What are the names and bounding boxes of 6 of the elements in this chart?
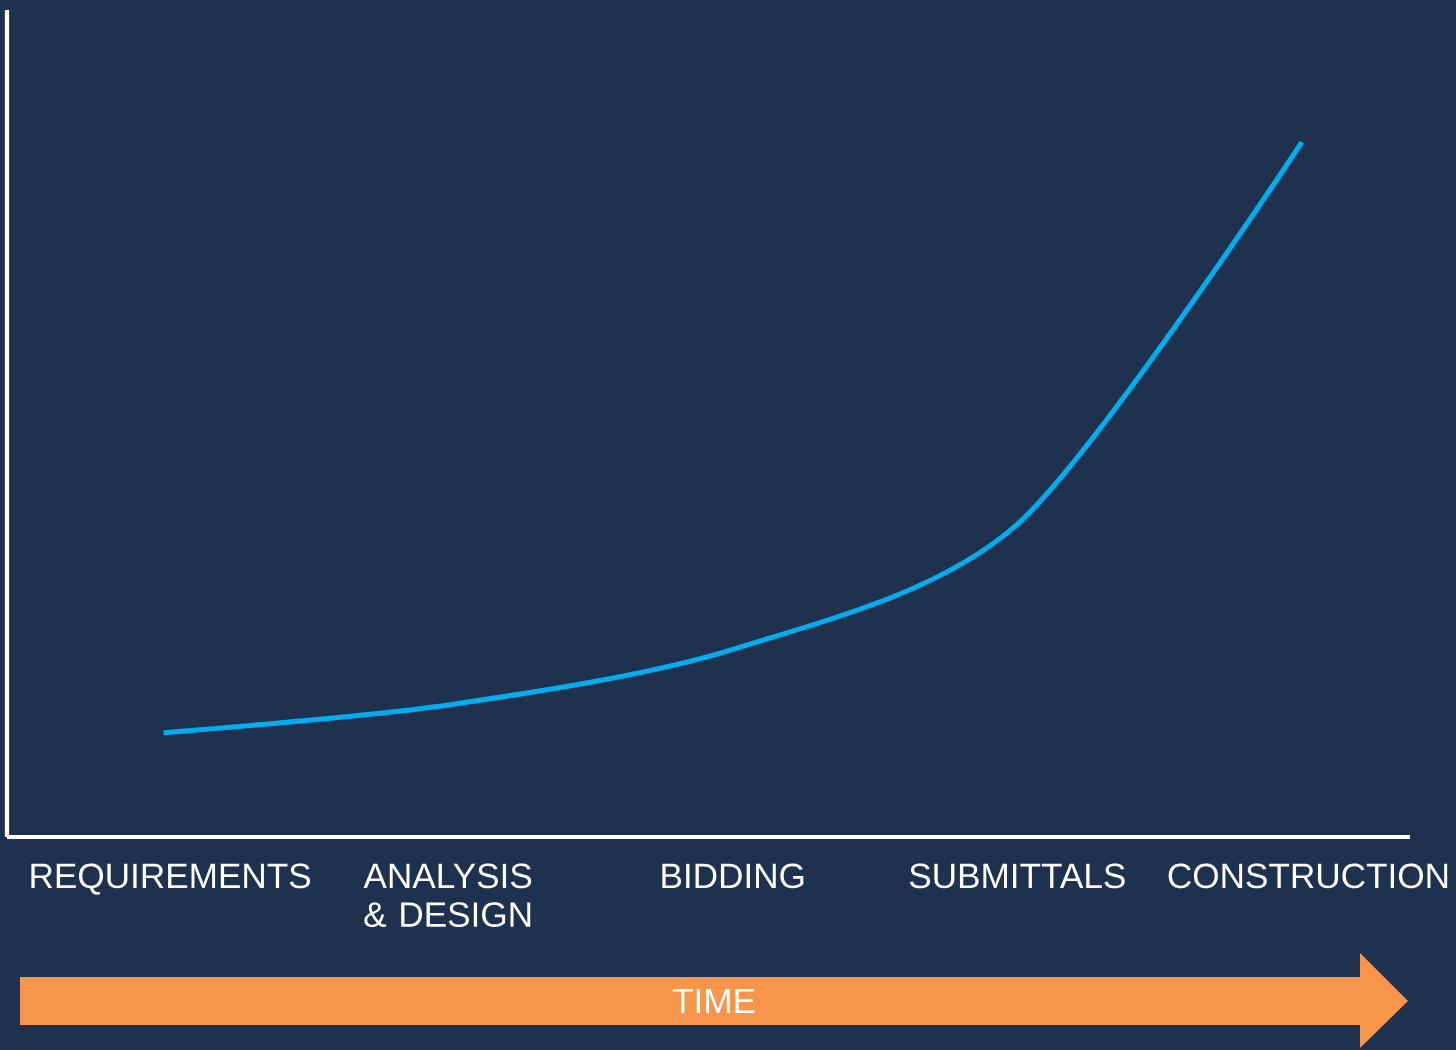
x-tick-label: ANALYSIS & DESIGN bbox=[363, 863, 532, 928]
x-tick-label: REQUIREMENTS bbox=[31, 863, 311, 895]
x-tick-label: CONSTRUCTION bbox=[1168, 863, 1448, 889]
x-tick-label: SUBMITTALS bbox=[909, 863, 1125, 889]
x-tick-label: BIDDING bbox=[662, 863, 804, 889]
x-axis-title: TIME bbox=[672, 988, 755, 1014]
